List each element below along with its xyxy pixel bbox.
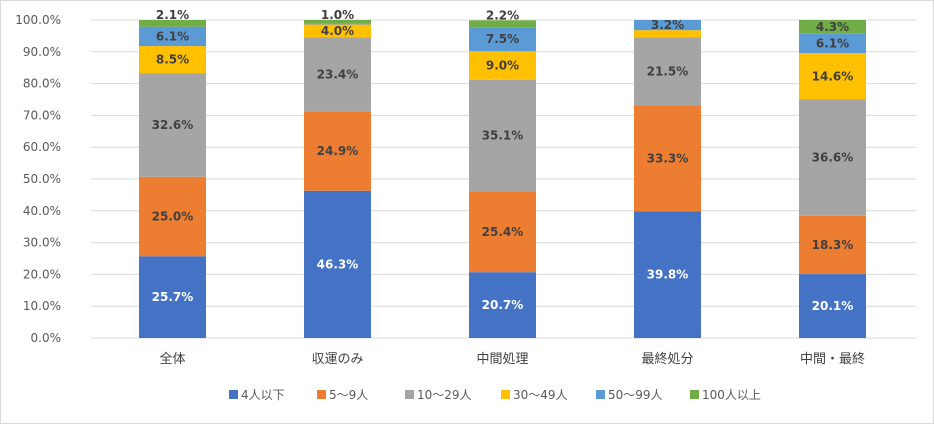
data-label: 35.1% xyxy=(482,129,524,143)
bar-segment xyxy=(469,27,536,52)
data-label: 46.3% xyxy=(317,257,359,271)
data-label: 2.1% xyxy=(156,8,189,22)
y-tick-label: 40.0% xyxy=(23,204,61,218)
y-tick-label: 30.0% xyxy=(23,236,61,250)
data-label: 21.5% xyxy=(647,64,689,78)
legend-swatch xyxy=(317,390,326,399)
bar-segment xyxy=(304,23,371,25)
bar-segment xyxy=(469,79,536,192)
bar-segment xyxy=(139,73,206,177)
bar-segment xyxy=(634,20,701,31)
data-label: 9.0% xyxy=(486,58,519,72)
bar-segment xyxy=(304,190,371,338)
data-label: 2.2% xyxy=(486,8,519,22)
legend-swatch xyxy=(229,390,238,399)
data-label: 23.4% xyxy=(317,67,359,81)
bar-segment xyxy=(469,191,536,273)
legend-swatch xyxy=(596,390,605,399)
bar-segment xyxy=(799,274,866,338)
y-tick-label: 10.0% xyxy=(23,299,61,313)
data-label: 25.4% xyxy=(482,225,524,239)
x-category-label: 中間・最終 xyxy=(800,351,865,367)
data-label: 4.0% xyxy=(321,24,354,38)
bar-segment xyxy=(139,26,206,47)
x-category-label: 中間処理 xyxy=(476,352,528,367)
bar-segment xyxy=(799,53,866,100)
data-label: 24.9% xyxy=(317,144,359,158)
y-tick-label: 90.0% xyxy=(23,45,61,59)
bar-segment xyxy=(634,211,701,338)
bar-segment xyxy=(304,37,371,112)
data-label: 6.1% xyxy=(156,29,189,43)
data-label: 7.5% xyxy=(486,32,519,46)
data-label: 6.1% xyxy=(816,36,849,50)
data-label: 14.6% xyxy=(812,69,854,83)
data-label: 25.7% xyxy=(152,290,194,304)
bar-segment xyxy=(799,99,866,216)
data-label: 33.3% xyxy=(647,151,689,165)
bar-segment xyxy=(469,20,536,28)
bar-segment xyxy=(304,20,371,24)
bar-segment xyxy=(799,20,866,34)
y-tick-label: 50.0% xyxy=(23,172,61,186)
bar-segment xyxy=(139,20,206,27)
y-tick-label: 80.0% xyxy=(23,77,61,91)
bar-segment xyxy=(304,111,371,191)
legend-label: 30～49人 xyxy=(513,388,568,402)
bar-segment xyxy=(139,176,206,257)
x-category-label: 全体 xyxy=(159,351,185,367)
data-label: 36.6% xyxy=(812,151,854,165)
y-tick-label: 60.0% xyxy=(23,140,61,154)
legend-swatch xyxy=(501,390,510,399)
y-tick-label: 0.0% xyxy=(31,331,62,345)
legend-label: 4人以下 xyxy=(241,388,285,402)
bar-segment xyxy=(139,256,206,338)
data-label: 20.7% xyxy=(482,298,524,312)
legend-swatch xyxy=(405,390,414,399)
legend-label: 100人以上 xyxy=(702,388,761,402)
y-tick-label: 100.0% xyxy=(15,13,61,27)
legend-swatch xyxy=(690,390,699,399)
bar-segment xyxy=(634,37,701,106)
y-tick-label: 20.0% xyxy=(23,267,61,281)
bar-segment xyxy=(304,24,371,38)
y-tick-label: 70.0% xyxy=(23,108,61,122)
bar-segment xyxy=(469,51,536,80)
legend-label: 10～29人 xyxy=(417,388,472,402)
bar-segment xyxy=(139,46,206,74)
data-label: 25.0% xyxy=(152,210,194,224)
x-category-label: 収運のみ xyxy=(311,352,363,367)
data-label: 8.5% xyxy=(156,53,189,67)
data-label: 18.3% xyxy=(812,238,854,252)
data-label: 3.2% xyxy=(651,18,684,32)
bar-segment xyxy=(469,272,536,338)
data-label: 39.8% xyxy=(647,268,689,282)
data-label: 4.3% xyxy=(816,20,849,34)
legend-label: 50～99人 xyxy=(608,388,663,402)
data-label: 20.1% xyxy=(812,299,854,313)
x-category-label: 最終処分 xyxy=(641,351,693,367)
data-label: 1.0% xyxy=(321,8,354,22)
bar-segment xyxy=(799,33,866,54)
bar-segment xyxy=(634,105,701,212)
bar-segment xyxy=(799,215,866,275)
legend-label: 5～9人 xyxy=(329,388,368,402)
bar-segment xyxy=(634,30,701,38)
data-label: 32.6% xyxy=(152,118,194,132)
